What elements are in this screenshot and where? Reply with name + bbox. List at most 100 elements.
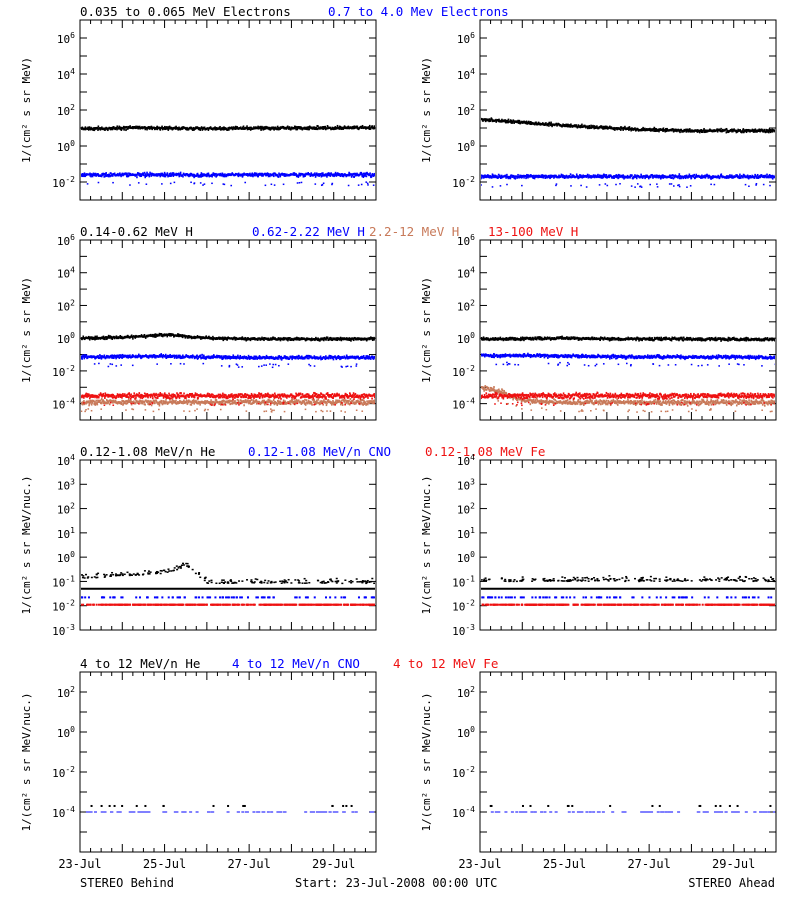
data-point [685,174,688,177]
data-point [339,358,341,361]
data-point [755,182,758,185]
data-point [333,128,335,131]
data-point [504,119,506,122]
data-point [562,174,564,177]
data-point [234,355,237,358]
data-point [630,185,633,187]
data-point [481,176,483,179]
data-point [178,356,181,359]
data-point [119,356,122,359]
data-point [168,333,171,336]
data-point [682,177,684,180]
data-point [317,125,319,128]
data-point [348,171,350,174]
data-point [220,355,223,358]
data-point [92,173,95,176]
data-point [634,186,636,188]
data-point [144,403,146,406]
data-point [739,173,741,176]
data-point [155,356,157,359]
data-point [196,398,199,401]
data-point [753,175,756,178]
data-point [150,400,152,403]
data-point [540,176,542,179]
data-point [254,337,256,340]
data-point [572,174,574,177]
data-point [649,183,652,186]
data-point [90,355,92,358]
data-point [280,358,283,361]
data-point [258,337,261,340]
data-point [96,403,99,406]
data-point [605,126,608,129]
data-point [371,173,374,176]
data-point [510,120,513,123]
data-point [221,399,224,402]
data-point [203,401,206,404]
data-point [192,174,194,177]
data-point [284,356,286,359]
data-point [117,126,120,129]
data-point [481,184,482,186]
data-point [561,176,564,179]
data-point [513,177,516,180]
data-point [518,119,521,122]
data-point [258,365,260,368]
data-point [603,173,605,176]
data-point [582,176,584,179]
data-point [304,357,306,360]
data-point [88,404,90,407]
data-point [618,174,621,177]
data-point [129,354,131,357]
data-point [629,176,631,179]
data-point [181,357,183,360]
data-point [360,355,363,358]
data-point [265,125,267,128]
data-point [266,172,269,175]
data-point [99,356,102,359]
data-point [521,121,523,124]
data-point [227,127,230,130]
data-point [203,126,206,129]
data-point [121,353,124,356]
data-point [238,357,241,360]
data-point [716,129,719,132]
data-point [545,175,548,178]
data-point [143,171,146,174]
data-point [547,175,550,178]
data-point [579,126,582,129]
data-point [254,355,256,358]
data-point [182,402,185,405]
data-point [274,337,276,340]
data-point [224,402,227,405]
data-point [666,127,668,130]
data-point [773,176,775,179]
data-point [245,337,247,340]
data-point [566,123,568,126]
data-point [365,172,367,175]
data-point [754,128,757,131]
data-point [335,338,337,341]
data-point [170,356,173,359]
data-point [273,175,275,178]
series-blue [81,171,375,187]
data-point [122,400,125,403]
data-point [537,174,540,177]
data-point [224,173,226,176]
data-point [343,355,346,358]
data-point [242,357,245,360]
data-point [253,355,256,358]
data-point [190,403,193,406]
data-point [510,121,512,124]
data-point [205,174,208,177]
data-point [120,336,122,339]
data-point [500,174,503,177]
series-black [81,332,375,342]
data-point [692,175,695,178]
data-point [364,357,367,360]
data-point [266,338,269,341]
data-point [483,176,485,179]
data-point [196,336,198,339]
data-point [349,337,352,340]
data-point [485,118,488,121]
